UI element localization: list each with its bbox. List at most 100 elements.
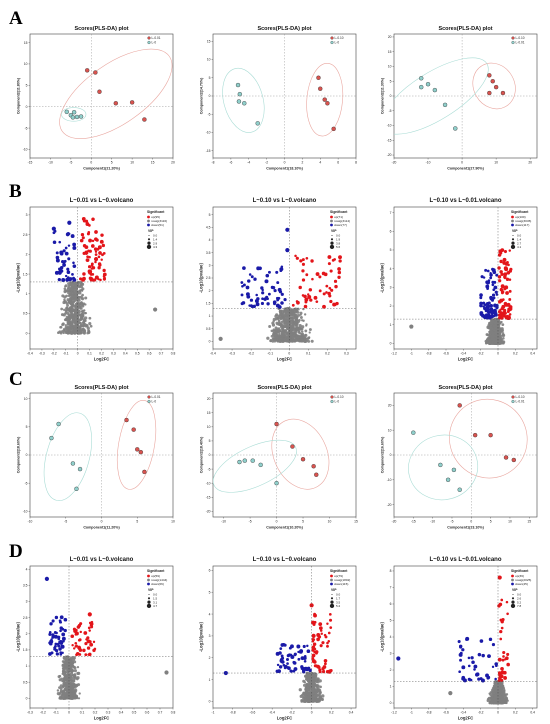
y-tick-label: 20 [388, 404, 392, 408]
nonsig-point [310, 339, 314, 343]
sig-point [304, 300, 308, 304]
sig-point [101, 243, 106, 248]
panel-letter-c: C [9, 369, 23, 390]
vip-size-marker [147, 600, 151, 604]
nonsig-point [299, 316, 303, 319]
nonsig-point [501, 342, 505, 345]
sig-point [88, 224, 91, 227]
nonsig-point [306, 680, 310, 683]
outlier-point [448, 691, 453, 696]
sig-point [329, 626, 333, 629]
y-tick-label: 3 [209, 264, 211, 268]
vip-size-marker [146, 244, 152, 250]
y-tick-label: 4 [26, 567, 28, 571]
nonsig-point [70, 283, 74, 286]
nonsig-point [498, 330, 502, 333]
nonsig-point [82, 330, 86, 334]
sample-point [64, 109, 69, 115]
y-tick-label: -10 [206, 481, 211, 485]
nonsig-point [76, 666, 80, 669]
y-tick-label: -20 [387, 153, 392, 157]
x-tick-label: -0.4 [269, 711, 275, 715]
x-tick-label: -5 [69, 161, 72, 165]
sample-point [438, 462, 443, 468]
sig-point [338, 255, 342, 260]
legend-label: L-0.01 [152, 395, 161, 399]
y-tick-label: 1 [26, 664, 28, 668]
nonsig-point [484, 339, 488, 343]
sig-point [313, 660, 317, 664]
nonsig-point [59, 325, 63, 329]
sig-point [308, 668, 312, 673]
sig-point [64, 246, 68, 250]
vip-size-marker [512, 235, 514, 236]
x-tick-label: 4 [319, 161, 321, 165]
sig-point [59, 251, 64, 256]
nonsig-point [281, 333, 285, 338]
legend-marker [330, 36, 334, 40]
vip-size-marker [330, 600, 334, 604]
nonsig-point [293, 322, 297, 325]
nonsig-point [314, 689, 318, 693]
nonsig-point [291, 327, 294, 331]
nonsig-point [309, 672, 313, 675]
nonsig-point [285, 318, 289, 322]
x-tick-label: 2 [301, 161, 303, 165]
sig-point [95, 238, 99, 242]
nonsig-point [68, 301, 72, 305]
x-tick-label: -10 [48, 161, 53, 165]
x-tick-label: -1.2 [391, 711, 397, 715]
sig-point [88, 652, 92, 657]
y-tick-label: -5 [25, 126, 28, 130]
y-tick-label: 1 [209, 678, 211, 682]
sig-point [95, 275, 99, 279]
nonsig-point [497, 323, 500, 326]
legend-label: nosig(3045) [515, 219, 531, 223]
y-tick-label: 7 [390, 211, 392, 215]
sig-point [72, 276, 76, 280]
x-tick-label: -0.4 [460, 711, 466, 715]
sample-point [113, 101, 119, 106]
nonsig-point [289, 333, 293, 337]
chart-title: L~0.10 vs L~0.01.volcano [429, 198, 501, 204]
pls-da-plot-c3: Scores(PLS-DA) plot -20 -15 -10 -5 0 5 10 15 -20 -… [381, 385, 538, 530]
nonsig-point [313, 674, 318, 678]
nonsig-point [497, 681, 501, 685]
x-tick-label: -10 [430, 520, 435, 524]
nonsig-point [279, 311, 282, 314]
sig-point [279, 267, 283, 271]
nonsig-point [84, 296, 88, 300]
legend-title: Significant [330, 210, 348, 214]
nonsig-point [316, 687, 320, 691]
sig-point [504, 267, 507, 270]
chart-title: Scores(PLS-DA) plot [438, 26, 492, 32]
confidence-ellipse [449, 398, 528, 479]
sig-point [64, 274, 68, 278]
x-tick-label: 0.3 [111, 352, 116, 356]
y-tick-label: 2 [26, 253, 28, 257]
legend-marker [511, 223, 514, 227]
plot-content [30, 207, 173, 349]
nonsig-point [67, 682, 71, 686]
panel-letter-a: A [9, 8, 23, 29]
nonsig-point [286, 306, 290, 311]
x-tick-label: -0.8 [426, 711, 432, 715]
sig-point [500, 626, 504, 630]
sig-point [497, 275, 502, 279]
sig-point [280, 654, 284, 658]
nonsig-point [89, 324, 93, 328]
sig-point [242, 266, 246, 270]
nonsig-point [63, 318, 67, 322]
plot-content [213, 566, 356, 708]
sample-point [74, 486, 79, 492]
vip-label: 0.0 [517, 593, 522, 597]
nonsig-point [497, 336, 500, 340]
x-tick-label: 0.2 [93, 711, 98, 715]
nonsig-point [77, 302, 81, 306]
outlier-point [51, 226, 56, 231]
legend-label: down(115) [334, 582, 348, 586]
y-tick-label: -5 [208, 112, 211, 116]
sig-point [306, 644, 309, 648]
nonsig-point [304, 334, 307, 337]
sig-point [277, 305, 282, 309]
